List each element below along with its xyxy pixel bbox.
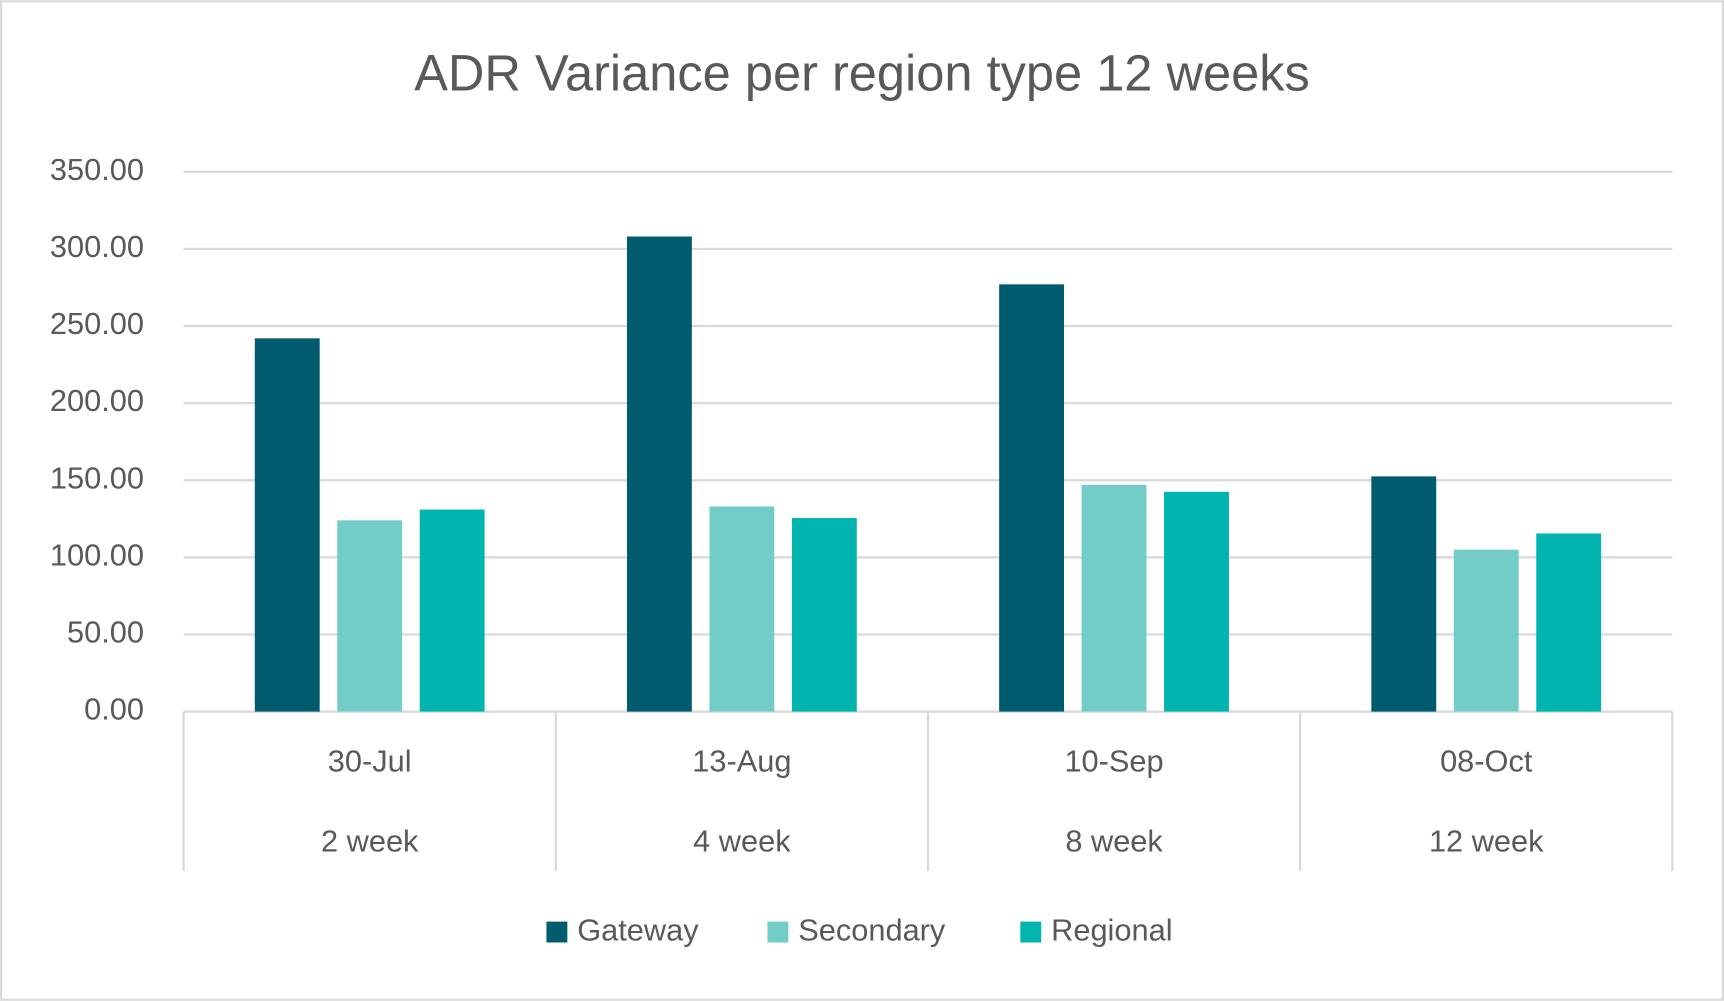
y-tick-label: 350.00 bbox=[50, 152, 144, 187]
legend-label: Secondary bbox=[798, 913, 946, 948]
legend-label: Gateway bbox=[577, 913, 699, 948]
x-tick-label: 13-Aug bbox=[692, 743, 791, 778]
y-tick-label: 50.00 bbox=[67, 615, 144, 650]
bar bbox=[254, 338, 320, 712]
y-tick-label: 300.00 bbox=[50, 229, 144, 264]
bar bbox=[1164, 491, 1229, 712]
bar bbox=[1081, 484, 1147, 712]
y-tick-label: 200.00 bbox=[50, 383, 144, 418]
legend-swatch bbox=[1020, 921, 1042, 943]
bar bbox=[337, 520, 403, 712]
x-tick-label: 10-Sep bbox=[1064, 743, 1163, 778]
y-tick-label: 250.00 bbox=[50, 306, 144, 341]
y-tick-label: 0.00 bbox=[84, 692, 144, 727]
chart-title: ADR Variance per region type 12 weeks bbox=[414, 45, 1310, 102]
y-tick-label: 100.00 bbox=[50, 537, 144, 572]
bar bbox=[419, 509, 485, 712]
bar bbox=[791, 518, 857, 712]
legend-label: Regional bbox=[1051, 913, 1172, 948]
x-tick-label: 08-Oct bbox=[1440, 743, 1533, 778]
x-sublabel: 2 week bbox=[321, 824, 419, 859]
x-sublabel: 12 week bbox=[1429, 824, 1544, 859]
legend-swatch bbox=[546, 921, 568, 943]
x-sublabel: 4 week bbox=[693, 824, 791, 859]
bar bbox=[626, 236, 692, 712]
bar bbox=[709, 506, 775, 712]
legend-swatch bbox=[767, 921, 789, 943]
bar bbox=[1371, 476, 1437, 712]
bar bbox=[1536, 533, 1602, 712]
x-tick-label: 30-Jul bbox=[328, 743, 412, 778]
y-tick-label: 150.00 bbox=[50, 460, 144, 495]
bar bbox=[1453, 549, 1519, 712]
x-sublabel: 8 week bbox=[1065, 824, 1163, 859]
bar bbox=[999, 284, 1065, 712]
